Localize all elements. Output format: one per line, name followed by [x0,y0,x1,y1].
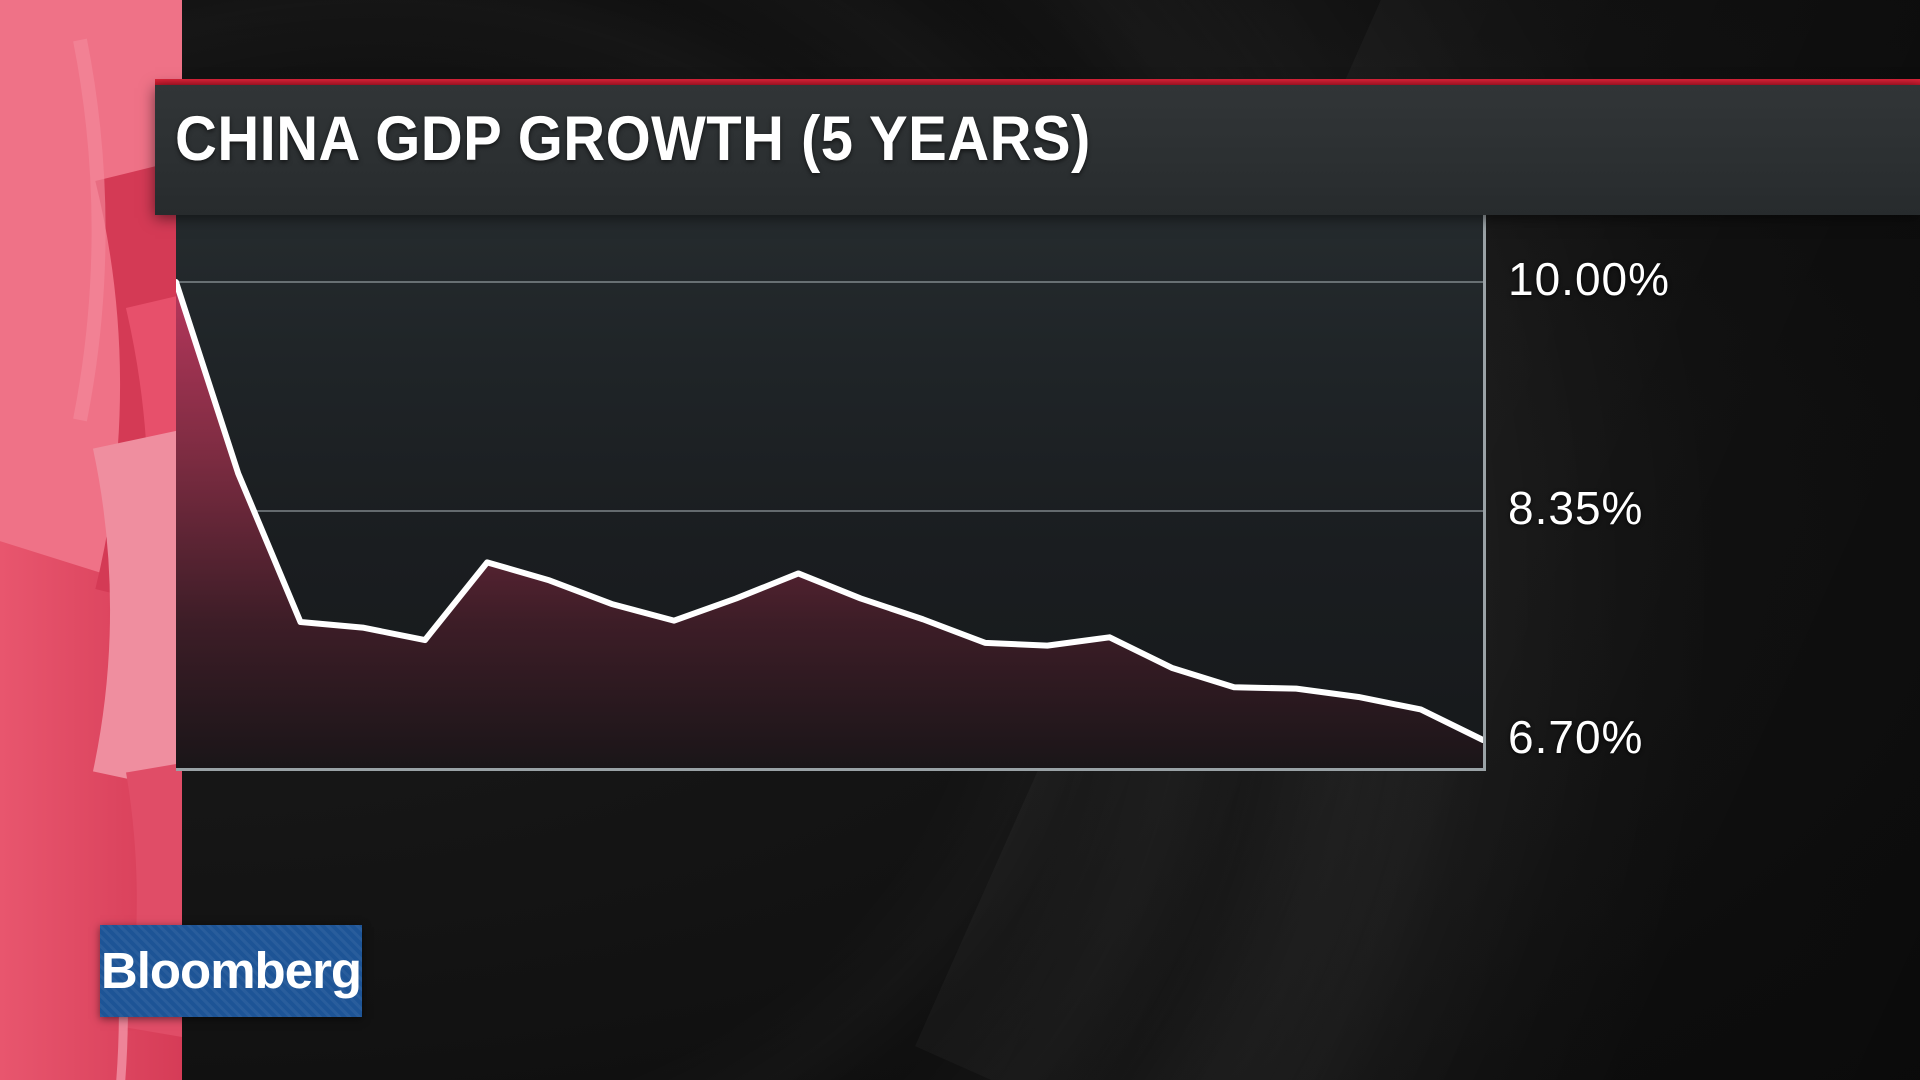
title-accent-rule [155,79,1920,86]
page-title: CHINA GDP GROWTH (5 YEARS) [175,104,1091,174]
pink-rings-svg [0,0,182,1080]
y-axis-label-top: 10.00% [1508,253,1671,305]
title-banner [155,85,1920,215]
y-axis-label-bottom: 6.70% [1508,711,1644,763]
gdp-area-chart [176,279,1483,768]
logo-stripe-texture [100,925,362,1017]
background-pink-band [0,0,182,1080]
chart-panel [176,215,1486,771]
chart-gridlines [176,281,1483,512]
y-axis-label-middle: 8.35% [1508,482,1644,534]
chart-area-fill [176,282,1483,768]
bloomberg-logo: Bloomberg [100,925,362,1017]
chart-line [176,279,1483,743]
logo-wordmark: Bloomberg [100,942,362,999]
